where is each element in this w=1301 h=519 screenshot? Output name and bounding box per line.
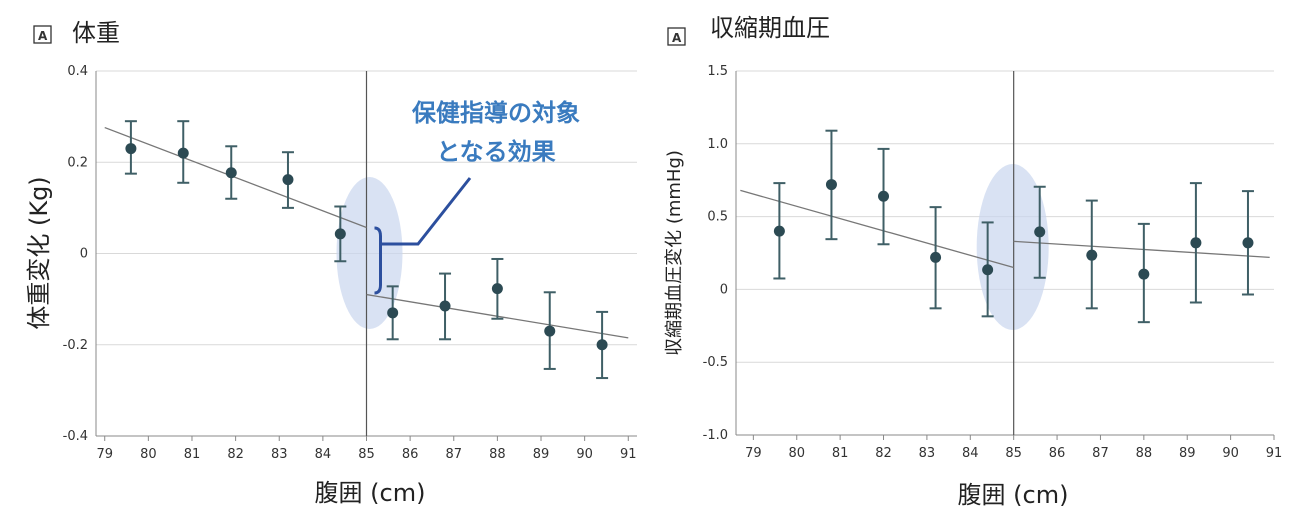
annotation-line-1: 保健指導の対象 xyxy=(411,99,580,127)
y-axis-title: 収縮期血圧変化 (mmHg) xyxy=(664,150,685,356)
y-axis-title: 体重変化 (Kg) xyxy=(25,176,53,329)
data-point xyxy=(1190,237,1202,249)
data-point xyxy=(439,300,451,312)
annotation-line-2: となる効果 xyxy=(436,138,555,166)
panel-badge-label: A xyxy=(38,29,48,43)
y-tick-label: -0.2 xyxy=(63,338,88,353)
x-tick-label: 85 xyxy=(1005,446,1022,461)
data-point xyxy=(544,325,556,337)
x-tick-label: 90 xyxy=(576,447,593,462)
data-point xyxy=(825,179,837,191)
data-point xyxy=(878,190,890,202)
x-tick-label: 86 xyxy=(1049,446,1066,461)
trend-line xyxy=(104,126,367,229)
y-tick-label: -1.0 xyxy=(703,428,728,443)
annotation-leader-line xyxy=(380,177,472,246)
x-axis-title: 腹囲 (cm) xyxy=(958,481,1069,509)
y-tick-label: 0 xyxy=(720,282,728,297)
x-tick-label: 84 xyxy=(315,447,332,462)
x-tick-label: 79 xyxy=(745,446,762,461)
panel-badge-label: A xyxy=(672,31,682,45)
y-tick-label: 0 xyxy=(80,247,88,262)
x-tick-label: 81 xyxy=(184,447,201,462)
chart-body-weight-svg: A 体重 腹囲 (cm) 体重変化 (Kg) 保健指導の対象 となる効果 0.4… xyxy=(25,19,637,507)
chart-body-weight: A 体重 腹囲 (cm) 体重変化 (Kg) 保健指導の対象 となる効果 0.4… xyxy=(0,0,650,519)
data-point xyxy=(491,283,503,295)
x-tick-label: 86 xyxy=(402,447,419,462)
y-tick-label: 0.4 xyxy=(67,64,88,79)
data-point xyxy=(982,264,994,276)
x-tick-label: 87 xyxy=(1092,446,1109,461)
effect-bracket xyxy=(374,226,382,295)
chart-systolic-bp: A 収縮期血圧 腹囲 (cm) 収縮期血圧変化 (mmHg) 1.5 1.0 0.5… xyxy=(650,0,1301,519)
data-point xyxy=(334,228,346,240)
x-tick-label: 82 xyxy=(875,446,892,461)
data-point xyxy=(930,251,942,263)
x-tick-label: 80 xyxy=(140,447,157,462)
x-tick-label: 90 xyxy=(1222,446,1239,461)
data-point xyxy=(1242,237,1254,249)
data-point xyxy=(282,174,294,186)
y-tick-label: 0.2 xyxy=(67,155,88,170)
data-point xyxy=(125,143,137,155)
x-tick-label: 83 xyxy=(919,446,936,461)
panel-badge xyxy=(667,27,686,46)
y-tick-label: -0.4 xyxy=(63,429,88,444)
x-axis-title: 腹囲 (cm) xyxy=(315,479,426,507)
data-point xyxy=(773,225,785,237)
data-point xyxy=(387,307,399,319)
x-tick-label: 89 xyxy=(1179,446,1196,461)
x-tick-label: 84 xyxy=(962,446,979,461)
chart-systolic-bp-svg: A 収縮期血圧 腹囲 (cm) 収縮期血圧変化 (mmHg) 1.5 1.0 0.5… xyxy=(664,14,1283,509)
x-tick-label: 80 xyxy=(788,446,805,461)
data-point xyxy=(1138,268,1150,280)
chart-title: 収縮期血圧 xyxy=(710,14,830,42)
x-tick-label: 85 xyxy=(358,447,375,462)
chart-title: 体重 xyxy=(72,19,120,47)
x-tick-label: 87 xyxy=(445,447,462,462)
trend-line xyxy=(1013,240,1270,259)
x-tick-label: 83 xyxy=(271,447,288,462)
data-point xyxy=(596,339,608,351)
x-tick-label: 88 xyxy=(489,447,506,462)
data-point xyxy=(177,147,189,159)
y-tick-label: 0.5 xyxy=(707,210,728,225)
x-tick-label: 79 xyxy=(96,447,113,462)
trend-line xyxy=(740,189,1014,269)
y-tick-label: -0.5 xyxy=(703,355,728,370)
x-tick-label: 88 xyxy=(1136,446,1153,461)
data-point xyxy=(225,167,237,179)
y-tick-label: 1.0 xyxy=(707,137,728,152)
data-point xyxy=(1034,226,1046,238)
x-tick-label: 82 xyxy=(227,447,244,462)
y-tick-label: 1.5 xyxy=(707,64,728,79)
cutoff-highlight-ellipse xyxy=(976,164,1049,330)
data-point xyxy=(1086,249,1098,261)
x-tick-label: 91 xyxy=(1266,446,1283,461)
x-tick-label: 89 xyxy=(533,447,550,462)
x-tick-label: 81 xyxy=(832,446,849,461)
panel-badge xyxy=(33,25,52,44)
x-tick-label: 91 xyxy=(620,447,637,462)
cutoff-highlight-ellipse xyxy=(336,177,403,329)
